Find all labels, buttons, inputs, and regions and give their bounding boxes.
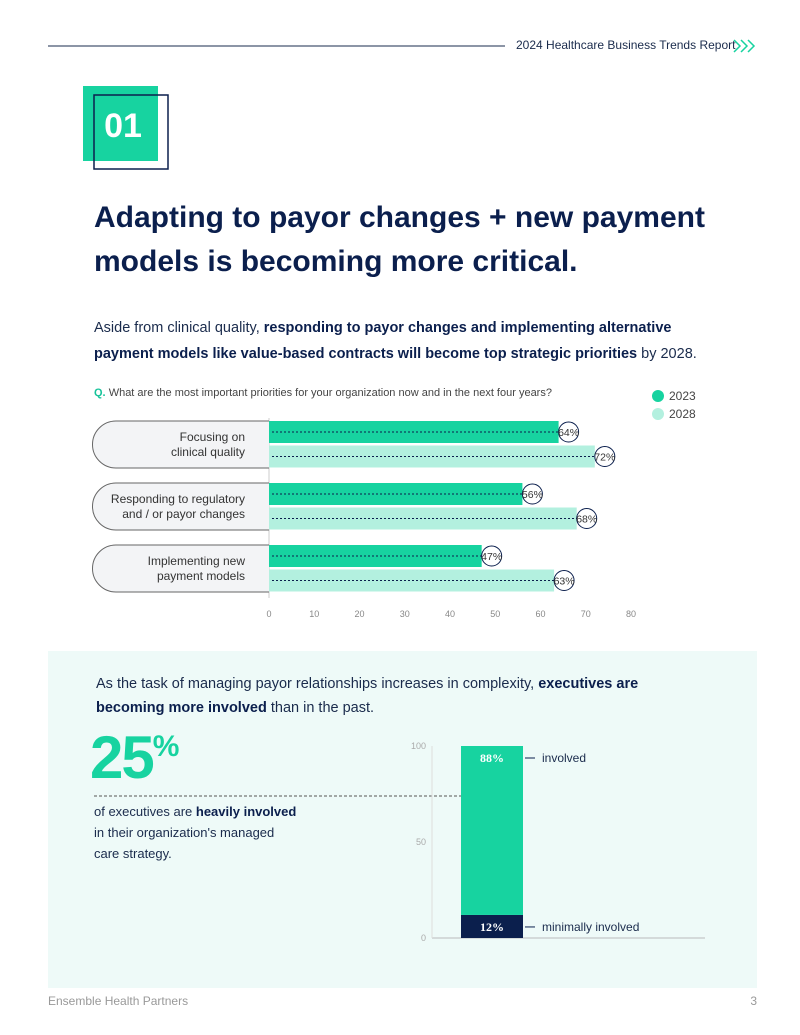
value-badge bbox=[553, 570, 575, 591]
value-badge bbox=[576, 508, 598, 529]
value-label: 64% bbox=[558, 427, 579, 439]
panel-text: As the task of managing payor relationsh… bbox=[96, 676, 539, 692]
stat: 25% bbox=[90, 728, 179, 788]
question: Q. What are the most important prioritie… bbox=[94, 387, 552, 399]
category-pill bbox=[92, 544, 269, 593]
bar-segment bbox=[461, 746, 523, 915]
x-tick-label: 70 bbox=[581, 609, 591, 619]
legend-swatch bbox=[652, 408, 664, 420]
value-label: 63% bbox=[554, 576, 575, 588]
category-label: Implementing new payment models bbox=[147, 554, 245, 583]
x-tick-label: 60 bbox=[535, 609, 545, 619]
chevrons bbox=[733, 39, 756, 53]
bar bbox=[269, 507, 577, 530]
number-box-outline bbox=[93, 94, 169, 170]
legend-label: 2023 bbox=[669, 389, 696, 403]
y-tick-label: 100 bbox=[411, 741, 426, 751]
section-number: 01 bbox=[104, 107, 142, 145]
value-label: 72% bbox=[594, 452, 615, 464]
intro: Aside from clinical quality, responding … bbox=[94, 315, 714, 367]
category-pill bbox=[92, 482, 269, 531]
x-tick-label: 80 bbox=[626, 609, 636, 619]
intro-text: by 2028. bbox=[637, 346, 697, 362]
x-tick-label: 0 bbox=[266, 609, 271, 619]
value-label: 12% bbox=[480, 920, 504, 934]
category-label: Responding to regulatory and / or payor … bbox=[110, 492, 245, 521]
value-label: 68% bbox=[576, 514, 597, 526]
bar-segment bbox=[461, 914, 523, 938]
stat-text: of executives are heavily involved in th… bbox=[94, 801, 299, 864]
stat-unit: % bbox=[152, 730, 180, 763]
value-badge bbox=[558, 421, 580, 443]
report-title: 2024 Healthcare Business Trends Report bbox=[516, 38, 736, 52]
question-text: What are the most important priorities f… bbox=[108, 387, 552, 399]
value-label: 88% bbox=[480, 751, 504, 765]
stat-text-part: in their organization's managed care str… bbox=[94, 825, 275, 861]
footer-company: Ensemble Health Partners bbox=[48, 994, 189, 1008]
panel-intro: As the task of managing payor relationsh… bbox=[96, 672, 706, 720]
x-tick-label: 20 bbox=[354, 609, 364, 619]
legend-label: involved bbox=[542, 751, 586, 765]
legend-label: minimally involved bbox=[542, 920, 639, 934]
bar bbox=[269, 445, 595, 468]
x-tick-label: 10 bbox=[309, 609, 319, 619]
bar bbox=[269, 483, 523, 505]
x-tick-label: 30 bbox=[400, 609, 410, 619]
x-tick-label: 40 bbox=[445, 609, 455, 619]
x-tick-label: 50 bbox=[490, 609, 500, 619]
category-pill bbox=[92, 420, 269, 469]
stat-text-part: of executives are bbox=[94, 804, 196, 819]
panel-text: than in the past. bbox=[266, 700, 375, 716]
stat-bold: heavily involved bbox=[195, 804, 297, 819]
bar bbox=[269, 569, 555, 592]
y-tick-label: 0 bbox=[421, 933, 426, 943]
value-label: 47% bbox=[481, 551, 502, 563]
number-box bbox=[83, 86, 158, 161]
y-tick-label: 50 bbox=[416, 837, 426, 847]
value-label: 56% bbox=[522, 489, 543, 501]
category-label: Focusing on clinical quality bbox=[170, 430, 245, 459]
bar bbox=[269, 545, 482, 567]
value-badge bbox=[594, 446, 616, 467]
legend-label: 2028 bbox=[669, 407, 696, 421]
intro-text: Aside from clinical quality, bbox=[94, 320, 264, 336]
legend-swatch bbox=[652, 390, 664, 402]
footer-page: 3 bbox=[750, 994, 757, 1008]
question-prefix: Q. bbox=[94, 387, 106, 399]
headline: Adapting to payor changes + new payment … bbox=[94, 201, 705, 278]
intro-bold: responding to payor changes and implemen… bbox=[94, 320, 672, 362]
panel-bg bbox=[48, 651, 757, 988]
stat-number: 25 bbox=[90, 724, 155, 791]
value-badge bbox=[521, 483, 543, 505]
value-badge bbox=[481, 545, 503, 567]
panel-bold: executives are becoming more involved bbox=[96, 676, 639, 716]
